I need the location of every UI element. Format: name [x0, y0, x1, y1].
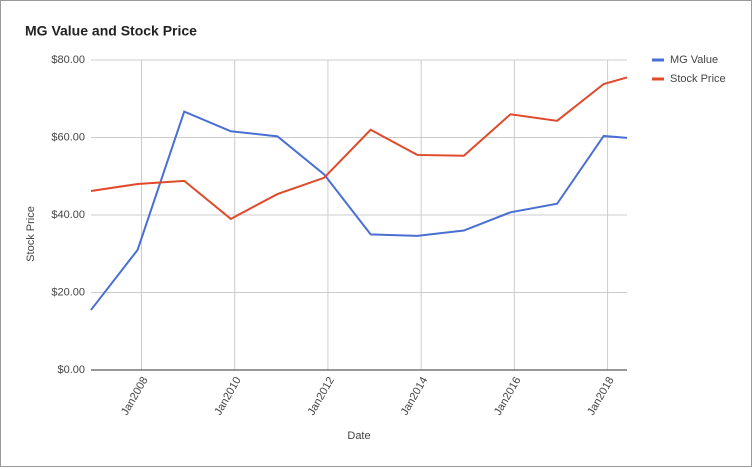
y-tick-label: $20.00 [51, 286, 85, 298]
legend-label: Stock Price [670, 73, 726, 85]
chart-title: MG Value and Stock Price [25, 23, 197, 39]
y-tick-label: $40.00 [51, 209, 85, 221]
line-series [90, 76, 628, 221]
y-tick-label: $0.00 [57, 364, 85, 376]
y-tick-label: $80.00 [51, 54, 85, 66]
x-axis-title: Date [347, 430, 370, 442]
y-tick-label: $60.00 [51, 131, 85, 143]
line-series [90, 110, 628, 311]
y-axis-title: Stock Price [25, 206, 37, 262]
legend-label: MG Value [670, 54, 718, 66]
